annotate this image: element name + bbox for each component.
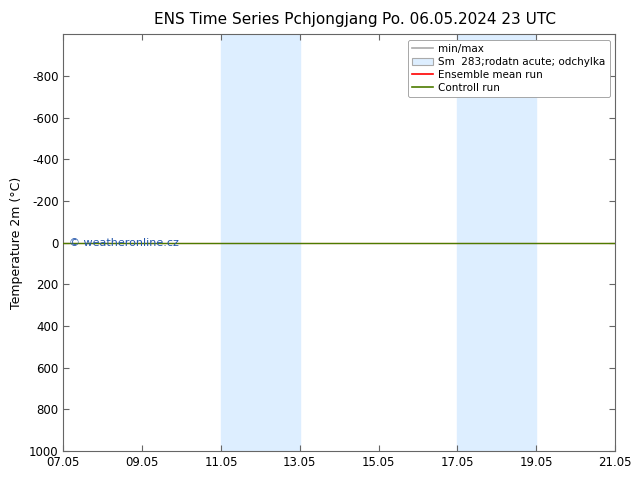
Text: Po. 06.05.2024 23 UTC: Po. 06.05.2024 23 UTC	[382, 12, 556, 27]
Bar	[457, 34, 536, 451]
Y-axis label: Temperature 2m (°C): Temperature 2m (°C)	[10, 176, 23, 309]
Legend: min/max, Sm  283;rodatn acute; odchylka, Ensemble mean run, Controll run: min/max, Sm 283;rodatn acute; odchylka, …	[408, 40, 610, 97]
Bar	[221, 34, 300, 451]
Text: ENS Time Series Pchjongjang: ENS Time Series Pchjongjang	[155, 12, 378, 27]
Text: © weatheronline.cz: © weatheronline.cz	[69, 238, 179, 247]
